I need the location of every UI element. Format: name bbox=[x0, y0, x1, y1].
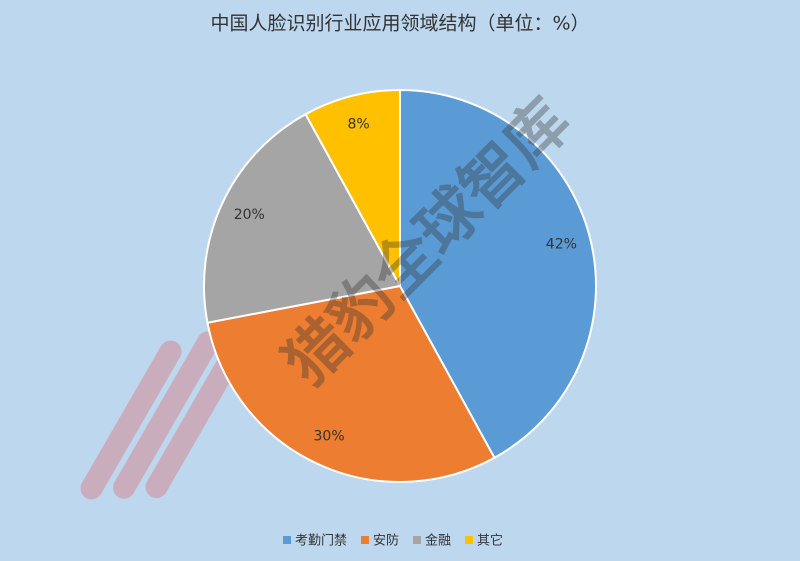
legend-label: 考勤门禁 bbox=[295, 534, 347, 549]
legend-label: 金融 bbox=[425, 533, 451, 549]
legend-swatch bbox=[413, 536, 421, 544]
legend-swatch bbox=[283, 536, 291, 544]
data-label: 30% bbox=[314, 429, 345, 445]
legend-swatch bbox=[465, 536, 473, 544]
legend-swatch bbox=[361, 536, 369, 544]
pie-slice bbox=[304, 88, 401, 287]
data-label: 8% bbox=[347, 117, 369, 133]
data-label: 20% bbox=[234, 207, 265, 223]
pie-slice bbox=[399, 88, 597, 460]
data-label: 42% bbox=[546, 237, 577, 253]
legend-label: 其它 bbox=[477, 533, 503, 549]
pie-slice bbox=[206, 284, 496, 483]
pie: 42% 30% 20% 8% bbox=[203, 88, 597, 483]
legend: 考勤门禁 安防 金融 其它 bbox=[283, 533, 503, 549]
chart-title: 中国人脸识别行业应用领域结构（单位：%） bbox=[210, 13, 589, 35]
legend-label: 安防 bbox=[373, 533, 399, 549]
pie-slice bbox=[203, 112, 402, 324]
